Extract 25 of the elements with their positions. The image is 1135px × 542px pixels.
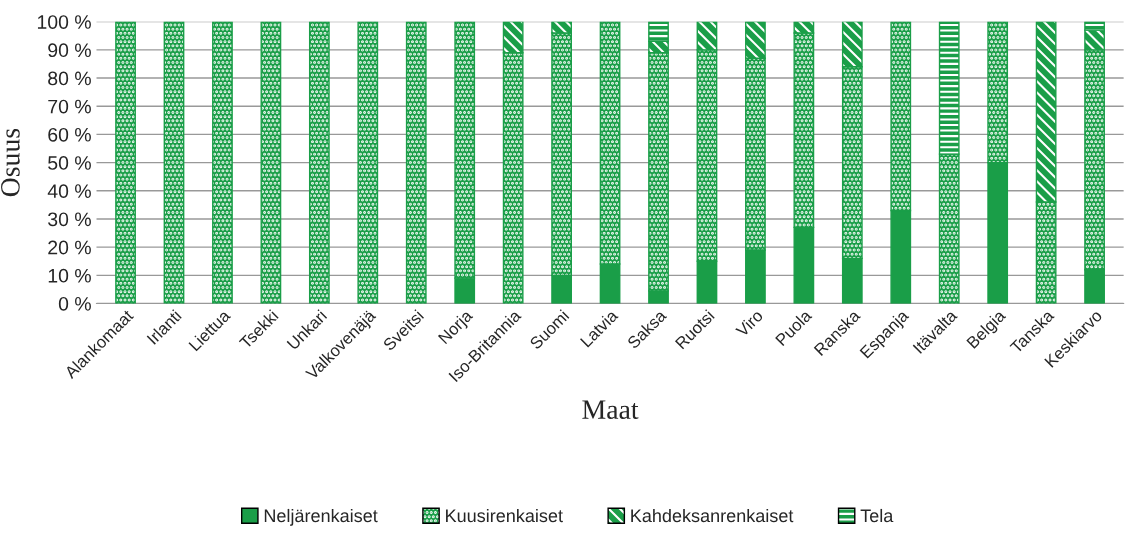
- y-tick-label: 50 %: [48, 156, 91, 170]
- bar: [308, 21, 330, 304]
- y-tick-label: 10 %: [48, 268, 91, 283]
- y-tick-label: 100 %: [37, 15, 91, 29]
- y-tick-label: 0 %: [58, 296, 91, 311]
- bar: [260, 21, 282, 304]
- legend-label: Kahdeksanrenkaiset: [631, 508, 794, 523]
- legend-label: Tela: [860, 508, 894, 523]
- x-axis-title: Maat: [582, 400, 639, 419]
- bar: [115, 21, 136, 304]
- legend-label: Kuusirenkaiset: [446, 508, 563, 523]
- y-axis-title: Osuus: [1, 128, 20, 197]
- y-tick-label: 60 %: [48, 127, 91, 142]
- bar: [163, 21, 185, 304]
- bar: [357, 21, 379, 304]
- x-tick-label: Viro: [734, 308, 764, 338]
- y-tick-label: 20 %: [48, 240, 91, 255]
- y-tick-label: 90 %: [48, 43, 91, 58]
- bar: [212, 21, 233, 304]
- y-tick-label: 70 %: [48, 99, 91, 114]
- y-tick-label: 30 %: [48, 212, 91, 227]
- legend-label: Neljärenkaiset: [264, 508, 378, 526]
- y-tick-label: 40 %: [47, 184, 91, 199]
- bar: [405, 21, 427, 304]
- y-tick-label: 80 %: [48, 71, 91, 86]
